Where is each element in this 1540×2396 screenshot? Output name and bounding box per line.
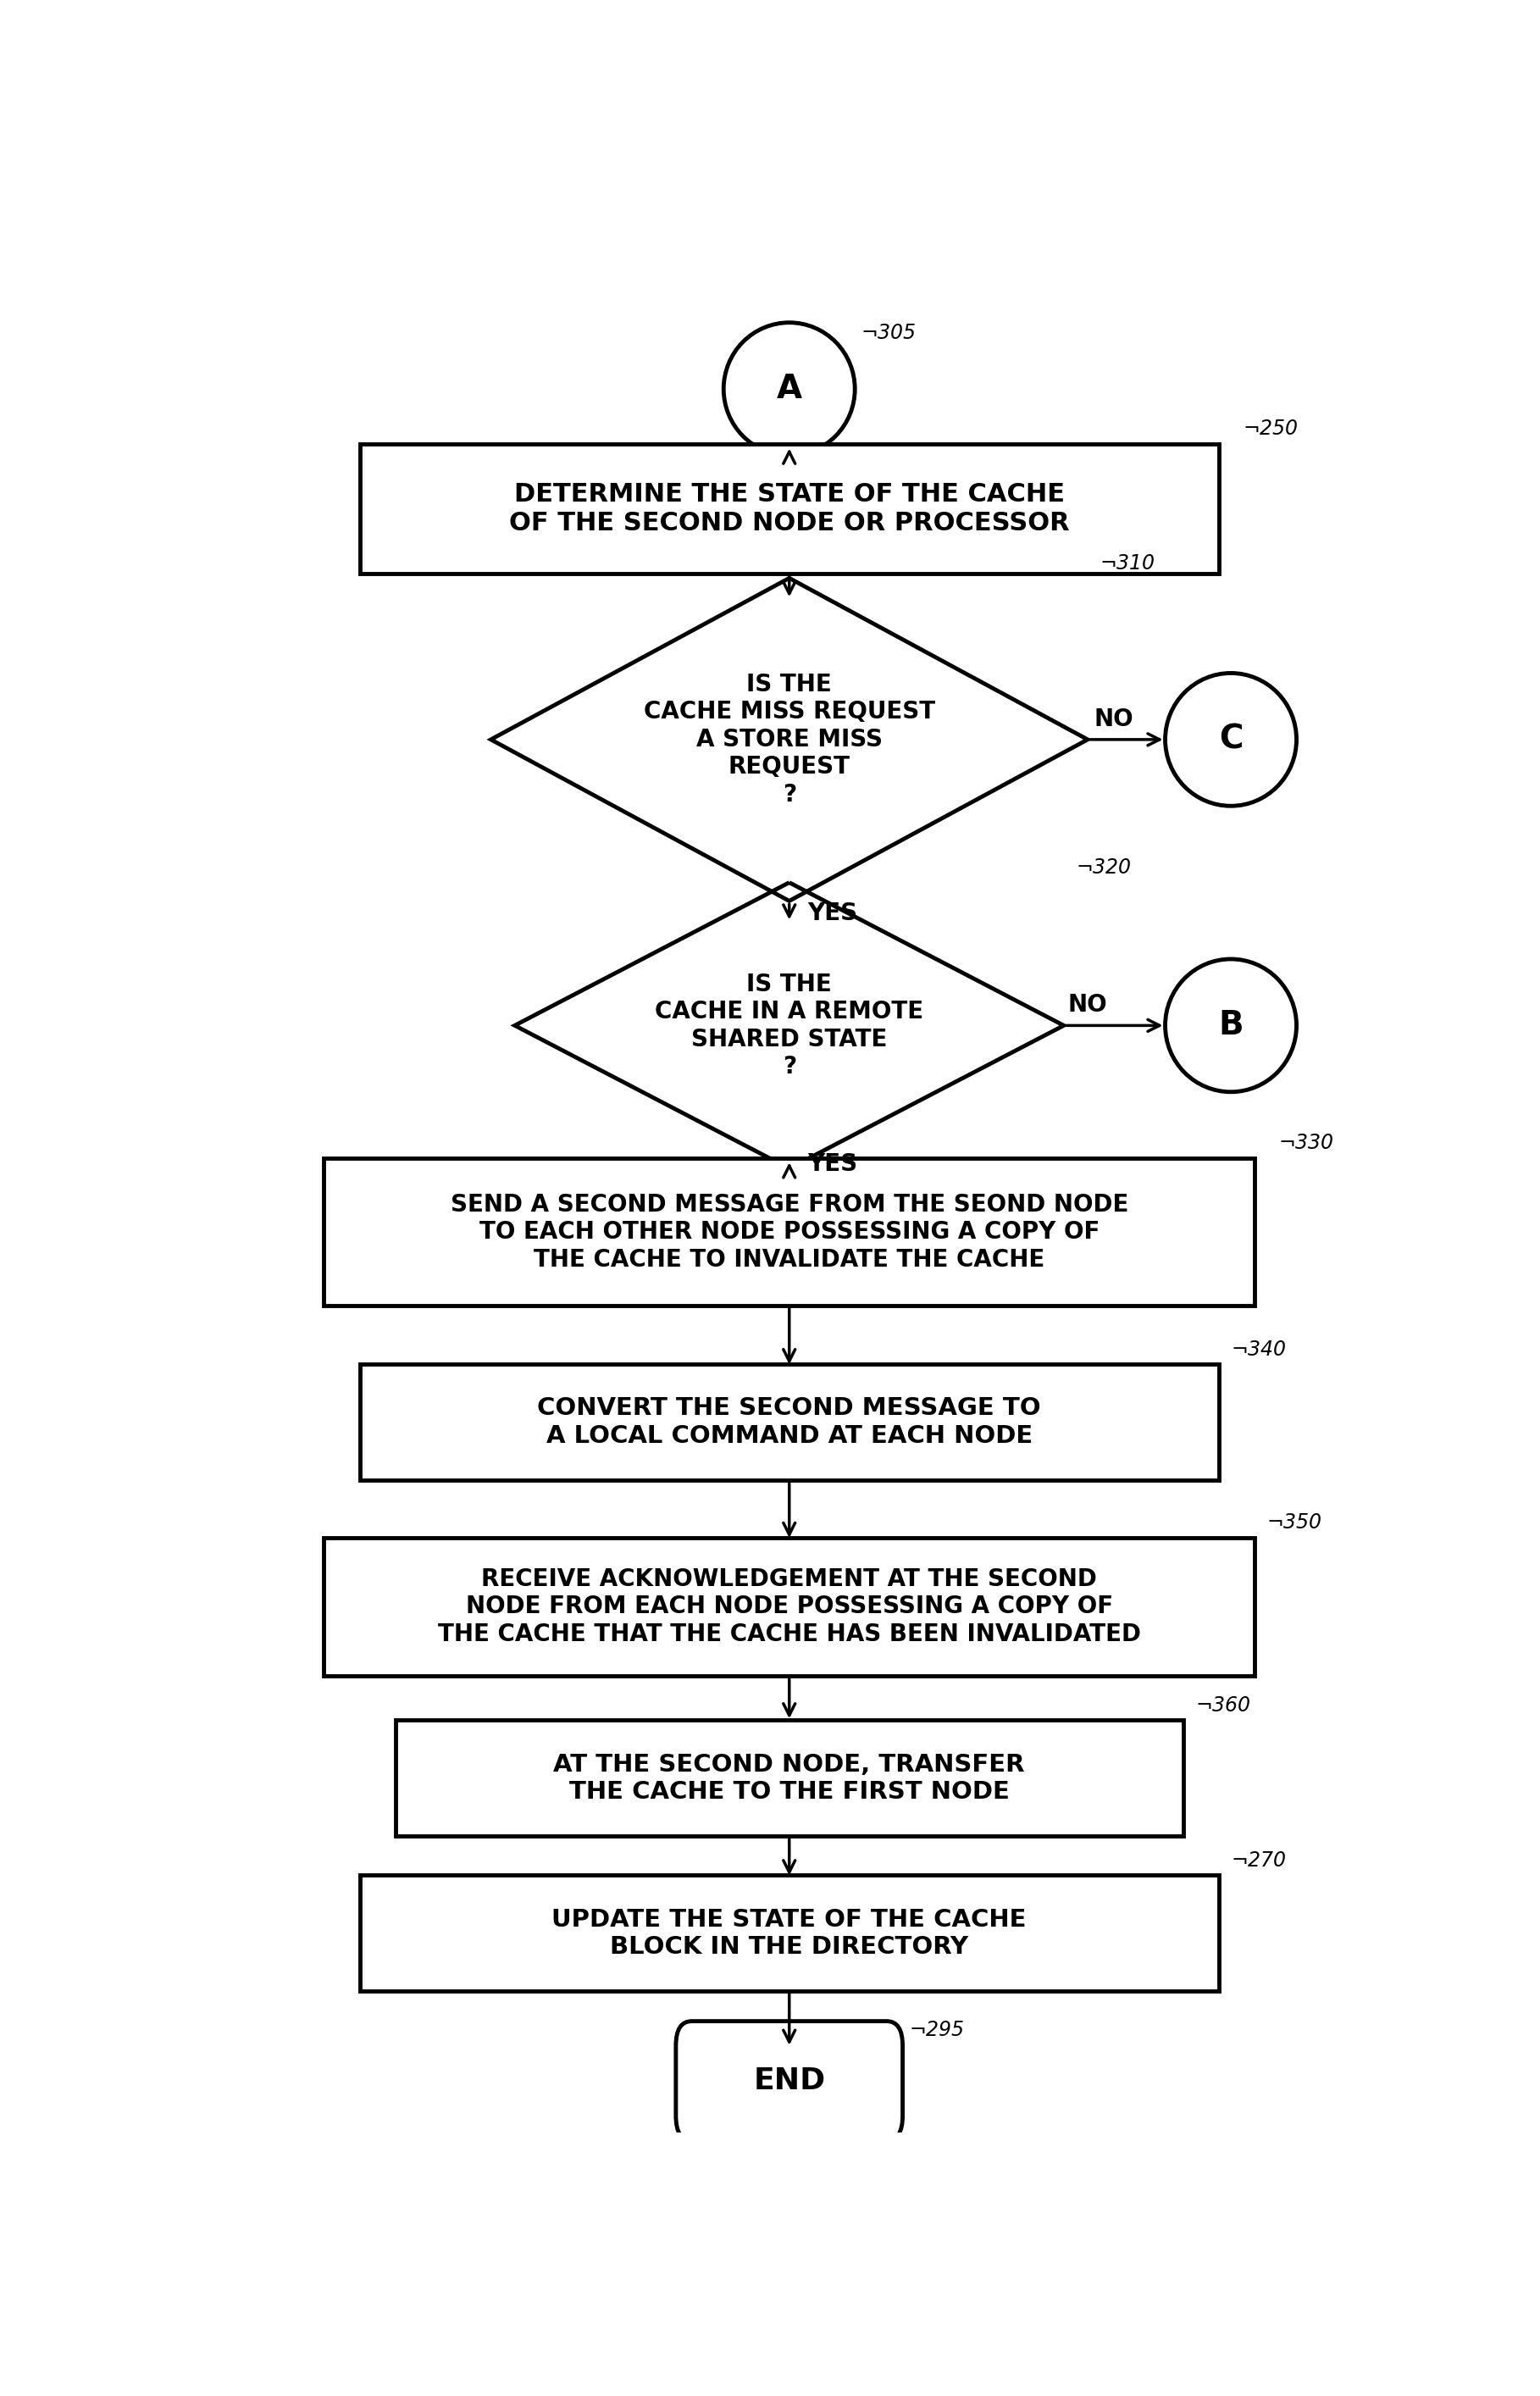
Text: $\neg$295: $\neg$295 (909, 2020, 964, 2041)
Text: $\neg$330: $\neg$330 (1278, 1133, 1334, 1152)
Bar (396, 1720, 1183, 1835)
Text: $\neg$350: $\neg$350 (1266, 1512, 1323, 1533)
Text: UPDATE THE STATE OF THE CACHE
BLOCK IN THE DIRECTORY: UPDATE THE STATE OF THE CACHE BLOCK IN T… (551, 1907, 1027, 1960)
Text: YES: YES (807, 1152, 858, 1176)
Text: NO: NO (1067, 994, 1107, 1016)
Text: C: C (1218, 724, 1243, 755)
Text: $\neg$340: $\neg$340 (1230, 1339, 1286, 1359)
Ellipse shape (1166, 958, 1297, 1093)
Text: DETERMINE THE STATE OF THE CACHE
OF THE SECOND NODE OR PROCESSOR: DETERMINE THE STATE OF THE CACHE OF THE … (510, 482, 1069, 534)
Text: $\neg$310: $\neg$310 (1100, 553, 1155, 573)
Text: SEND A SECOND MESSAGE FROM THE SEOND NODE
TO EACH OTHER NODE POSSESSING A COPY O: SEND A SECOND MESSAGE FROM THE SEOND NOD… (450, 1193, 1129, 1272)
Text: IS THE
CACHE MISS REQUEST
A STORE MISS
REQUEST
?: IS THE CACHE MISS REQUEST A STORE MISS R… (644, 673, 935, 807)
Text: $\neg$320: $\neg$320 (1075, 858, 1132, 877)
Text: $\neg$305: $\neg$305 (861, 323, 916, 343)
Text: YES: YES (807, 901, 858, 925)
Bar (360, 443, 1220, 573)
Bar (360, 1876, 1220, 1991)
Bar (323, 1157, 1255, 1306)
Text: RECEIVE ACKNOWLEDGEMENT AT THE SECOND
NODE FROM EACH NODE POSSESSING A COPY OF
T: RECEIVE ACKNOWLEDGEMENT AT THE SECOND NO… (437, 1567, 1141, 1646)
Text: $\neg$360: $\neg$360 (1195, 1694, 1250, 1716)
Text: IS THE
CACHE IN A REMOTE
SHARED STATE
?: IS THE CACHE IN A REMOTE SHARED STATE ? (654, 973, 924, 1078)
Text: END: END (753, 2065, 825, 2094)
Text: $\neg$270: $\neg$270 (1230, 1850, 1286, 1871)
Bar (323, 1538, 1255, 1675)
Text: AT THE SECOND NODE, TRANSFER
THE CACHE TO THE FIRST NODE: AT THE SECOND NODE, TRANSFER THE CACHE T… (553, 1751, 1026, 1804)
Text: B: B (1218, 1009, 1243, 1042)
FancyBboxPatch shape (676, 2022, 902, 2140)
Ellipse shape (1166, 673, 1297, 805)
Text: CONVERT THE SECOND MESSAGE TO
A LOCAL COMMAND AT EACH NODE: CONVERT THE SECOND MESSAGE TO A LOCAL CO… (537, 1397, 1041, 1447)
Bar (360, 1363, 1220, 1481)
Text: A: A (776, 374, 802, 405)
Ellipse shape (724, 323, 855, 455)
Text: NO: NO (1093, 707, 1133, 731)
Text: $\neg$250: $\neg$250 (1243, 419, 1298, 438)
